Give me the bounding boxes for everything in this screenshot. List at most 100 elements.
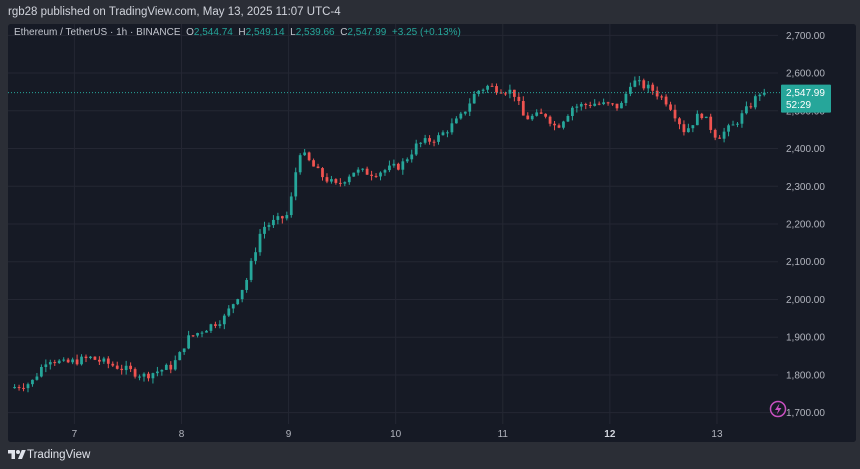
candle-body	[35, 376, 39, 380]
candle-body	[200, 332, 204, 334]
candle-body	[334, 179, 338, 183]
candle-body	[570, 107, 574, 116]
high-value: 2,549.14	[245, 27, 285, 38]
candle-body	[388, 165, 391, 171]
candle-body	[615, 103, 619, 109]
candle-body	[205, 330, 208, 333]
x-tick-label: 8	[179, 429, 185, 440]
candle-body	[71, 359, 74, 363]
x-tick-label: 10	[390, 429, 402, 440]
candle-body	[312, 160, 315, 167]
candle-body	[660, 96, 664, 98]
candle-body	[173, 360, 177, 370]
candle-body	[325, 177, 329, 182]
candle-body	[343, 182, 347, 184]
candle-body	[740, 113, 744, 124]
candle-body	[713, 129, 717, 138]
candlestick-chart-svg[interactable]: 1,700.00 1,800.00 1,900.00 2,000.00 2,100.00…	[8, 24, 856, 442]
tradingview-logo-icon	[8, 450, 26, 459]
candle-body	[133, 369, 137, 377]
candle-body	[486, 85, 489, 90]
candle-body	[544, 113, 547, 117]
candle-body	[214, 324, 217, 326]
candle-body	[481, 89, 485, 91]
candle-body	[316, 166, 320, 169]
candle-body	[584, 104, 588, 106]
candle-body	[352, 172, 356, 177]
candle-body	[294, 172, 298, 197]
candle-body	[307, 152, 311, 161]
candle-body	[231, 304, 235, 309]
candle-body	[758, 94, 762, 97]
candle-body	[75, 359, 79, 365]
candle-body	[298, 155, 302, 173]
candle-body	[89, 356, 92, 359]
candle-body	[31, 379, 34, 385]
candle-body	[588, 104, 592, 106]
candle-body	[182, 348, 186, 353]
countdown-label: 52:29	[786, 100, 811, 111]
candle-body	[272, 219, 275, 226]
candle-body	[401, 161, 405, 170]
candle-body	[669, 104, 672, 110]
candle-body	[53, 362, 57, 364]
candle-body	[655, 90, 659, 97]
candle-body	[731, 124, 735, 126]
y-tick-label: 2,600.00	[786, 69, 825, 80]
candle-body	[673, 109, 677, 119]
lightning-icon	[769, 400, 787, 418]
candle-body	[695, 113, 699, 126]
candle-body	[361, 168, 365, 170]
candle-body	[709, 116, 713, 130]
candle-body	[477, 90, 481, 94]
candle-body	[562, 121, 565, 128]
candle-body	[468, 103, 472, 112]
candle-body	[504, 93, 507, 95]
last-price-label: 2,547.99	[786, 88, 825, 99]
y-tick-label: 2,700.00	[786, 31, 825, 42]
y-tick-label: 2,000.00	[786, 295, 825, 306]
candle-body	[267, 225, 271, 227]
candle-body	[517, 96, 521, 102]
candle-body	[365, 168, 369, 175]
candle-body	[13, 387, 16, 389]
candle-body	[700, 113, 704, 119]
y-tick-label: 2,200.00	[786, 220, 825, 231]
candle-body	[124, 365, 128, 371]
candle-body	[727, 125, 730, 132]
candle-body	[374, 175, 378, 177]
candle-body	[276, 216, 280, 220]
candle-body	[258, 233, 262, 253]
candle-body	[66, 359, 70, 363]
y-tick-label: 2,400.00	[786, 144, 825, 155]
candle-body	[512, 89, 516, 97]
candle-body	[472, 93, 476, 104]
candle-body	[80, 356, 83, 365]
candle-body	[147, 373, 150, 379]
candle-body	[289, 196, 293, 216]
candle-body	[597, 103, 601, 105]
candle-body	[39, 366, 43, 377]
candle-body	[691, 125, 695, 129]
candle-body	[718, 137, 722, 139]
candle-body	[454, 118, 458, 124]
candle-body	[303, 152, 307, 156]
candle-body	[22, 387, 25, 389]
high-label: H	[238, 27, 246, 38]
candle-body	[156, 371, 159, 374]
candle-body	[191, 335, 195, 337]
candle-body	[209, 324, 213, 331]
price-chart[interactable]: 1,700.00 1,800.00 1,900.00 2,000.00 2,100.00…	[8, 24, 856, 442]
candle-body	[495, 86, 498, 93]
candle-body	[106, 358, 110, 364]
candle-body	[432, 141, 436, 143]
candle-body	[17, 387, 21, 389]
y-tick-label: 1,700.00	[786, 408, 825, 419]
change-value: +3.25 (+0.13%)	[391, 27, 461, 38]
candle-body	[115, 365, 119, 369]
x-tick-label: 11	[498, 429, 509, 440]
candle-body	[762, 92, 766, 95]
candle-body	[521, 101, 525, 116]
candle-body	[611, 103, 614, 105]
